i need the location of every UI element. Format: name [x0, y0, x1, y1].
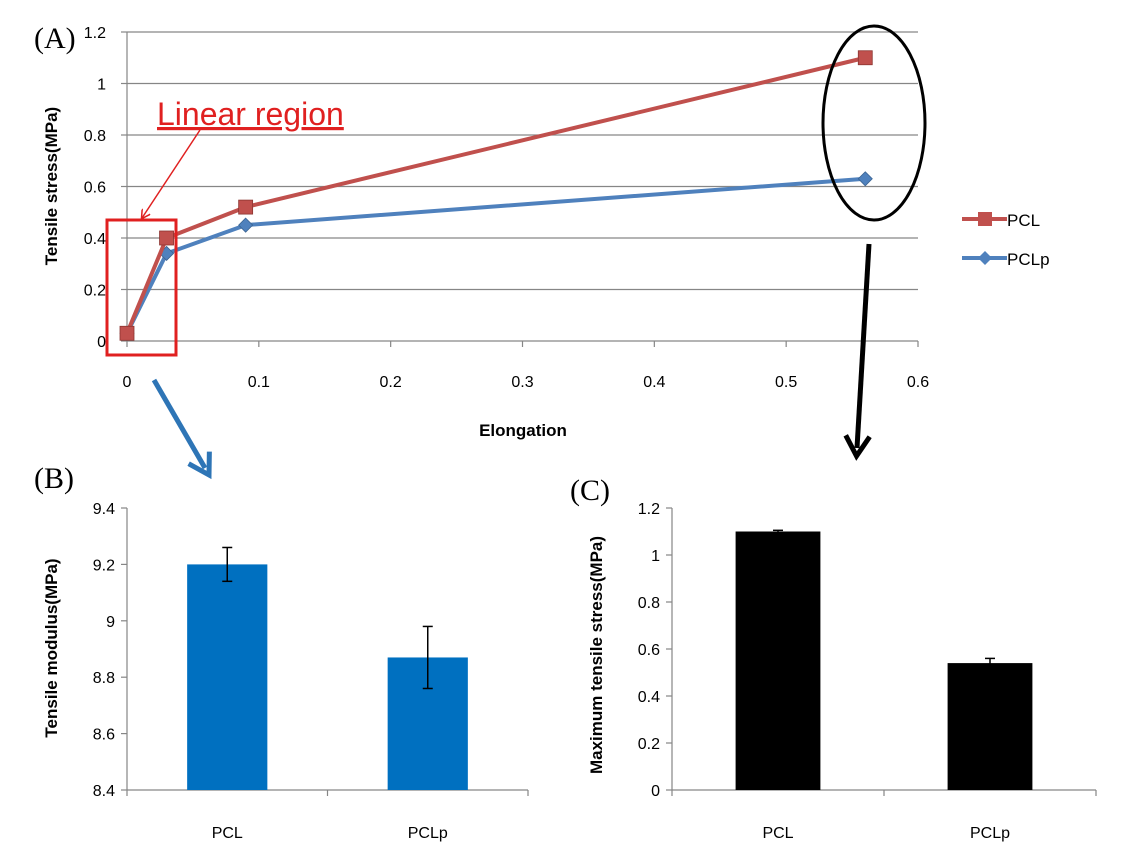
x-tick-label: 0.1 — [248, 374, 270, 391]
chart-c: 0 0.2 0.4 0.6 0.8 1 1.2 PCL PCLp — [638, 501, 1097, 842]
y-tick-label: 0 — [97, 334, 106, 351]
point-pclp — [857, 171, 873, 187]
max-stress-ellipse — [821, 24, 927, 222]
x-tick-label: 0 — [123, 374, 132, 391]
y-tick-label: 9.4 — [93, 501, 115, 518]
black-arrow — [857, 243, 869, 448]
series-line-pcl — [125, 55, 866, 335]
chart-a-xlabel: Elongation — [479, 421, 567, 440]
x-tick-label: 0.2 — [380, 374, 402, 391]
blue-arrow — [151, 378, 205, 468]
y-tick-label: 0.2 — [638, 736, 660, 753]
legend-marker — [978, 212, 992, 226]
y-tick-label: 9 — [106, 614, 115, 631]
x-tick-label: PCL — [762, 825, 793, 842]
y-tick-label: 0.2 — [84, 283, 106, 300]
bar-pclp — [947, 663, 1033, 790]
y-tick-label: 0.4 — [84, 231, 106, 248]
chart-c-ylabel: Maximum tensile stress(MPa) — [587, 536, 606, 774]
panel-label-a: (A) — [34, 22, 76, 55]
point-pcl — [159, 230, 174, 246]
chart-b: 8.4 8.6 8.8 9 9.2 9.4 PCL PCLp — [93, 501, 529, 842]
chart-a-ylabel: Tensile stress(MPa) — [42, 107, 61, 265]
point-pclp — [238, 217, 254, 233]
point-pcl — [119, 325, 135, 341]
legend-item-pclp: PCLp — [962, 250, 1050, 269]
y-tick-label: 1 — [651, 548, 660, 565]
y-tick-label: 1 — [97, 77, 106, 94]
x-tick-label: PCLp — [970, 825, 1010, 842]
y-tick-label: 8.8 — [93, 670, 115, 687]
x-tick-label: 0.6 — [907, 374, 929, 391]
bar-pcl — [735, 531, 821, 790]
y-tick-label: 0.4 — [638, 689, 660, 706]
y-tick-label: 0.8 — [638, 595, 660, 612]
y-tick-label: 1.2 — [638, 501, 660, 518]
chart-b-ylabel: Tensile modulus(MPa) — [42, 558, 61, 737]
point-pcl — [238, 199, 254, 215]
legend-label: PCLp — [1007, 250, 1050, 269]
x-tick-label: PCLp — [408, 825, 448, 842]
panel-label-c: (C) — [570, 474, 610, 507]
x-tick-label: PCL — [212, 825, 243, 842]
chart-a: 0 0.2 0.4 0.6 0.8 1 1.2 0 0.1 0.2 0.3 0.4 0.5 0.6 PCL P… — [84, 25, 1050, 391]
x-tick-label: 0.5 — [775, 374, 797, 391]
y-tick-label: 1.2 — [84, 25, 106, 42]
y-tick-label: 9.2 — [93, 557, 115, 574]
legend-marker — [978, 251, 992, 265]
legend-label: PCL — [1007, 211, 1040, 230]
y-tick-label: 0.8 — [84, 128, 106, 145]
bar-pcl — [187, 564, 268, 790]
panel-label-b: (B) — [34, 462, 74, 495]
x-tick-label: 0.4 — [643, 374, 665, 391]
y-tick-label: 0.6 — [84, 180, 106, 197]
linear-region-pointer-arrow — [142, 129, 201, 218]
point-pcl — [857, 50, 873, 66]
legend-item-pcl: PCL — [962, 211, 1040, 230]
linear-region-label: Linear region — [157, 96, 344, 132]
series-line-pclp — [125, 176, 866, 335]
y-tick-label: 8.6 — [93, 727, 115, 744]
x-tick-label: 0.3 — [511, 374, 533, 391]
y-tick-label: 0.6 — [638, 642, 660, 659]
y-tick-label: 0 — [651, 783, 660, 800]
y-tick-label: 8.4 — [93, 783, 115, 800]
